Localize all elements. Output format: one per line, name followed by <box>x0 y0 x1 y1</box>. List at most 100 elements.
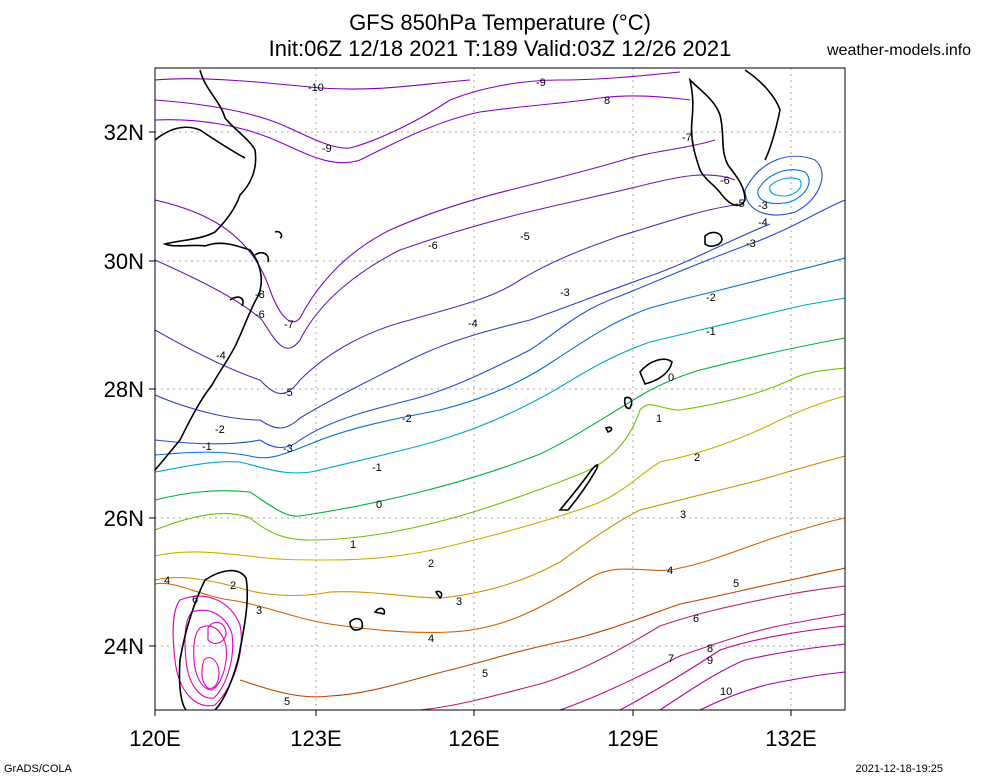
contour-0 <box>155 337 845 517</box>
contour-lines <box>155 71 845 710</box>
contour-label: -4 <box>468 318 478 330</box>
contour-m2 <box>155 257 845 459</box>
contour-label: 4 <box>667 565 673 577</box>
footer-software: GrADS/COLA <box>4 763 72 775</box>
y-tick-label: 26N <box>104 506 144 531</box>
contour-label: 5 <box>733 578 739 590</box>
contour-label: -5 <box>283 387 293 399</box>
contour-label: 1 <box>350 539 356 551</box>
contour-label: 0 <box>376 499 382 511</box>
contour-m1 <box>155 297 845 474</box>
china-coast <box>155 69 262 471</box>
contour-label: -7 <box>284 319 294 331</box>
contour-1 <box>155 367 845 541</box>
kyushu <box>688 77 746 207</box>
contour-hot-4 <box>201 657 220 689</box>
contour-label: 6 <box>192 594 198 606</box>
yangtze-estuary <box>155 126 246 159</box>
contour-label: -4 <box>216 350 226 362</box>
contour-label: -7 <box>682 132 692 144</box>
contour-label: 2 <box>230 580 236 592</box>
contour-label: -1 <box>202 441 212 453</box>
contour-label: 5 <box>482 668 488 680</box>
contour-label: -9 <box>322 143 332 155</box>
contour-label: -9 <box>536 77 546 89</box>
contour-9 <box>659 643 845 710</box>
contour-hot-1 <box>172 595 242 707</box>
x-tick-labels: 120E 123E 126E 129E 132E <box>129 726 816 751</box>
contour-label: -2 <box>706 292 716 304</box>
contour-labels: -10 -9 -9 8 -8 -7 -7 -6 -6 -6 -5 -5 -5 -… <box>164 77 768 708</box>
contour-label: -8 <box>255 289 265 301</box>
contour-m3 <box>155 199 845 449</box>
contour-label: -5 <box>520 231 530 243</box>
y-tick-label: 30N <box>104 249 144 274</box>
contour-m4 <box>155 223 771 429</box>
contour-label: 2 <box>428 558 434 570</box>
contour-label: 8 <box>707 643 713 655</box>
contour-6 <box>419 585 845 710</box>
contour-8 <box>619 625 845 710</box>
map-title: GFS 850hPa Temperature (°C) <box>349 10 651 35</box>
contour-label: 1 <box>656 413 662 425</box>
x-tick-label: 129E <box>607 726 658 751</box>
contour-label: -4 <box>758 217 768 229</box>
axis-ticks <box>149 131 792 716</box>
contour-5 <box>239 567 845 698</box>
contour-m10 <box>155 78 471 90</box>
contour-m7 <box>155 139 716 323</box>
site-credit: weather-models.info <box>827 42 972 59</box>
contour-label: 3 <box>680 509 686 521</box>
contour-label: 9 <box>707 655 713 667</box>
contour-label: -5 <box>735 198 745 210</box>
contour-label: 0 <box>668 372 674 384</box>
contour-label: 10 <box>720 686 732 698</box>
contour-cold-core-2 <box>757 169 810 205</box>
okinawa-islet-1 <box>623 396 633 410</box>
contour-label: -1 <box>372 462 382 474</box>
contour-label: -6 <box>255 309 265 321</box>
zhoushan-islands <box>229 230 283 307</box>
senkaku <box>434 590 443 600</box>
contour-label: -10 <box>308 82 324 94</box>
contour-label: 5 <box>284 696 290 708</box>
contour-3 <box>155 455 845 599</box>
contour-label: -1 <box>706 326 716 338</box>
sakishima-2 <box>373 607 386 615</box>
contour-label: -2 <box>215 424 225 436</box>
okinawa <box>558 464 599 511</box>
contour-cold-core-3 <box>769 177 802 197</box>
contour-10 <box>699 671 845 710</box>
contour-label: 3 <box>256 605 262 617</box>
x-tick-label: 132E <box>765 726 816 751</box>
contour-hot-3 <box>193 625 227 691</box>
x-tick-label: 120E <box>129 726 180 751</box>
contour-label: -6 <box>720 175 730 187</box>
contour-label: -2 <box>402 413 412 425</box>
contour-m6 <box>155 174 736 349</box>
contour-4 <box>155 517 845 634</box>
contour-label: -3 <box>283 443 293 455</box>
korea-jeju-edge <box>744 69 781 161</box>
contour-hot-2 <box>184 609 234 699</box>
x-tick-label: 123E <box>290 726 341 751</box>
taiwan <box>178 569 249 710</box>
contour-m8 <box>155 95 691 164</box>
x-tick-label: 126E <box>448 726 499 751</box>
contour-label: 8 <box>604 95 610 107</box>
contour-label: 4 <box>428 633 434 645</box>
contour-m9 <box>155 71 681 149</box>
coastlines <box>155 69 781 710</box>
contour-label: 3 <box>456 596 462 608</box>
y-tick-label: 24N <box>104 634 144 659</box>
contour-label: -3 <box>746 238 756 250</box>
contour-label: 7 <box>668 653 674 665</box>
contour-hot-5 <box>207 621 227 644</box>
yakushima <box>704 231 723 247</box>
contour-cold-core-1 <box>744 155 823 216</box>
y-tick-label: 32N <box>104 120 144 145</box>
footer-timestamp: 2021-12-18-19:25 <box>855 763 943 775</box>
contour-label: 6 <box>693 613 699 625</box>
contour-label: 4 <box>164 575 170 587</box>
